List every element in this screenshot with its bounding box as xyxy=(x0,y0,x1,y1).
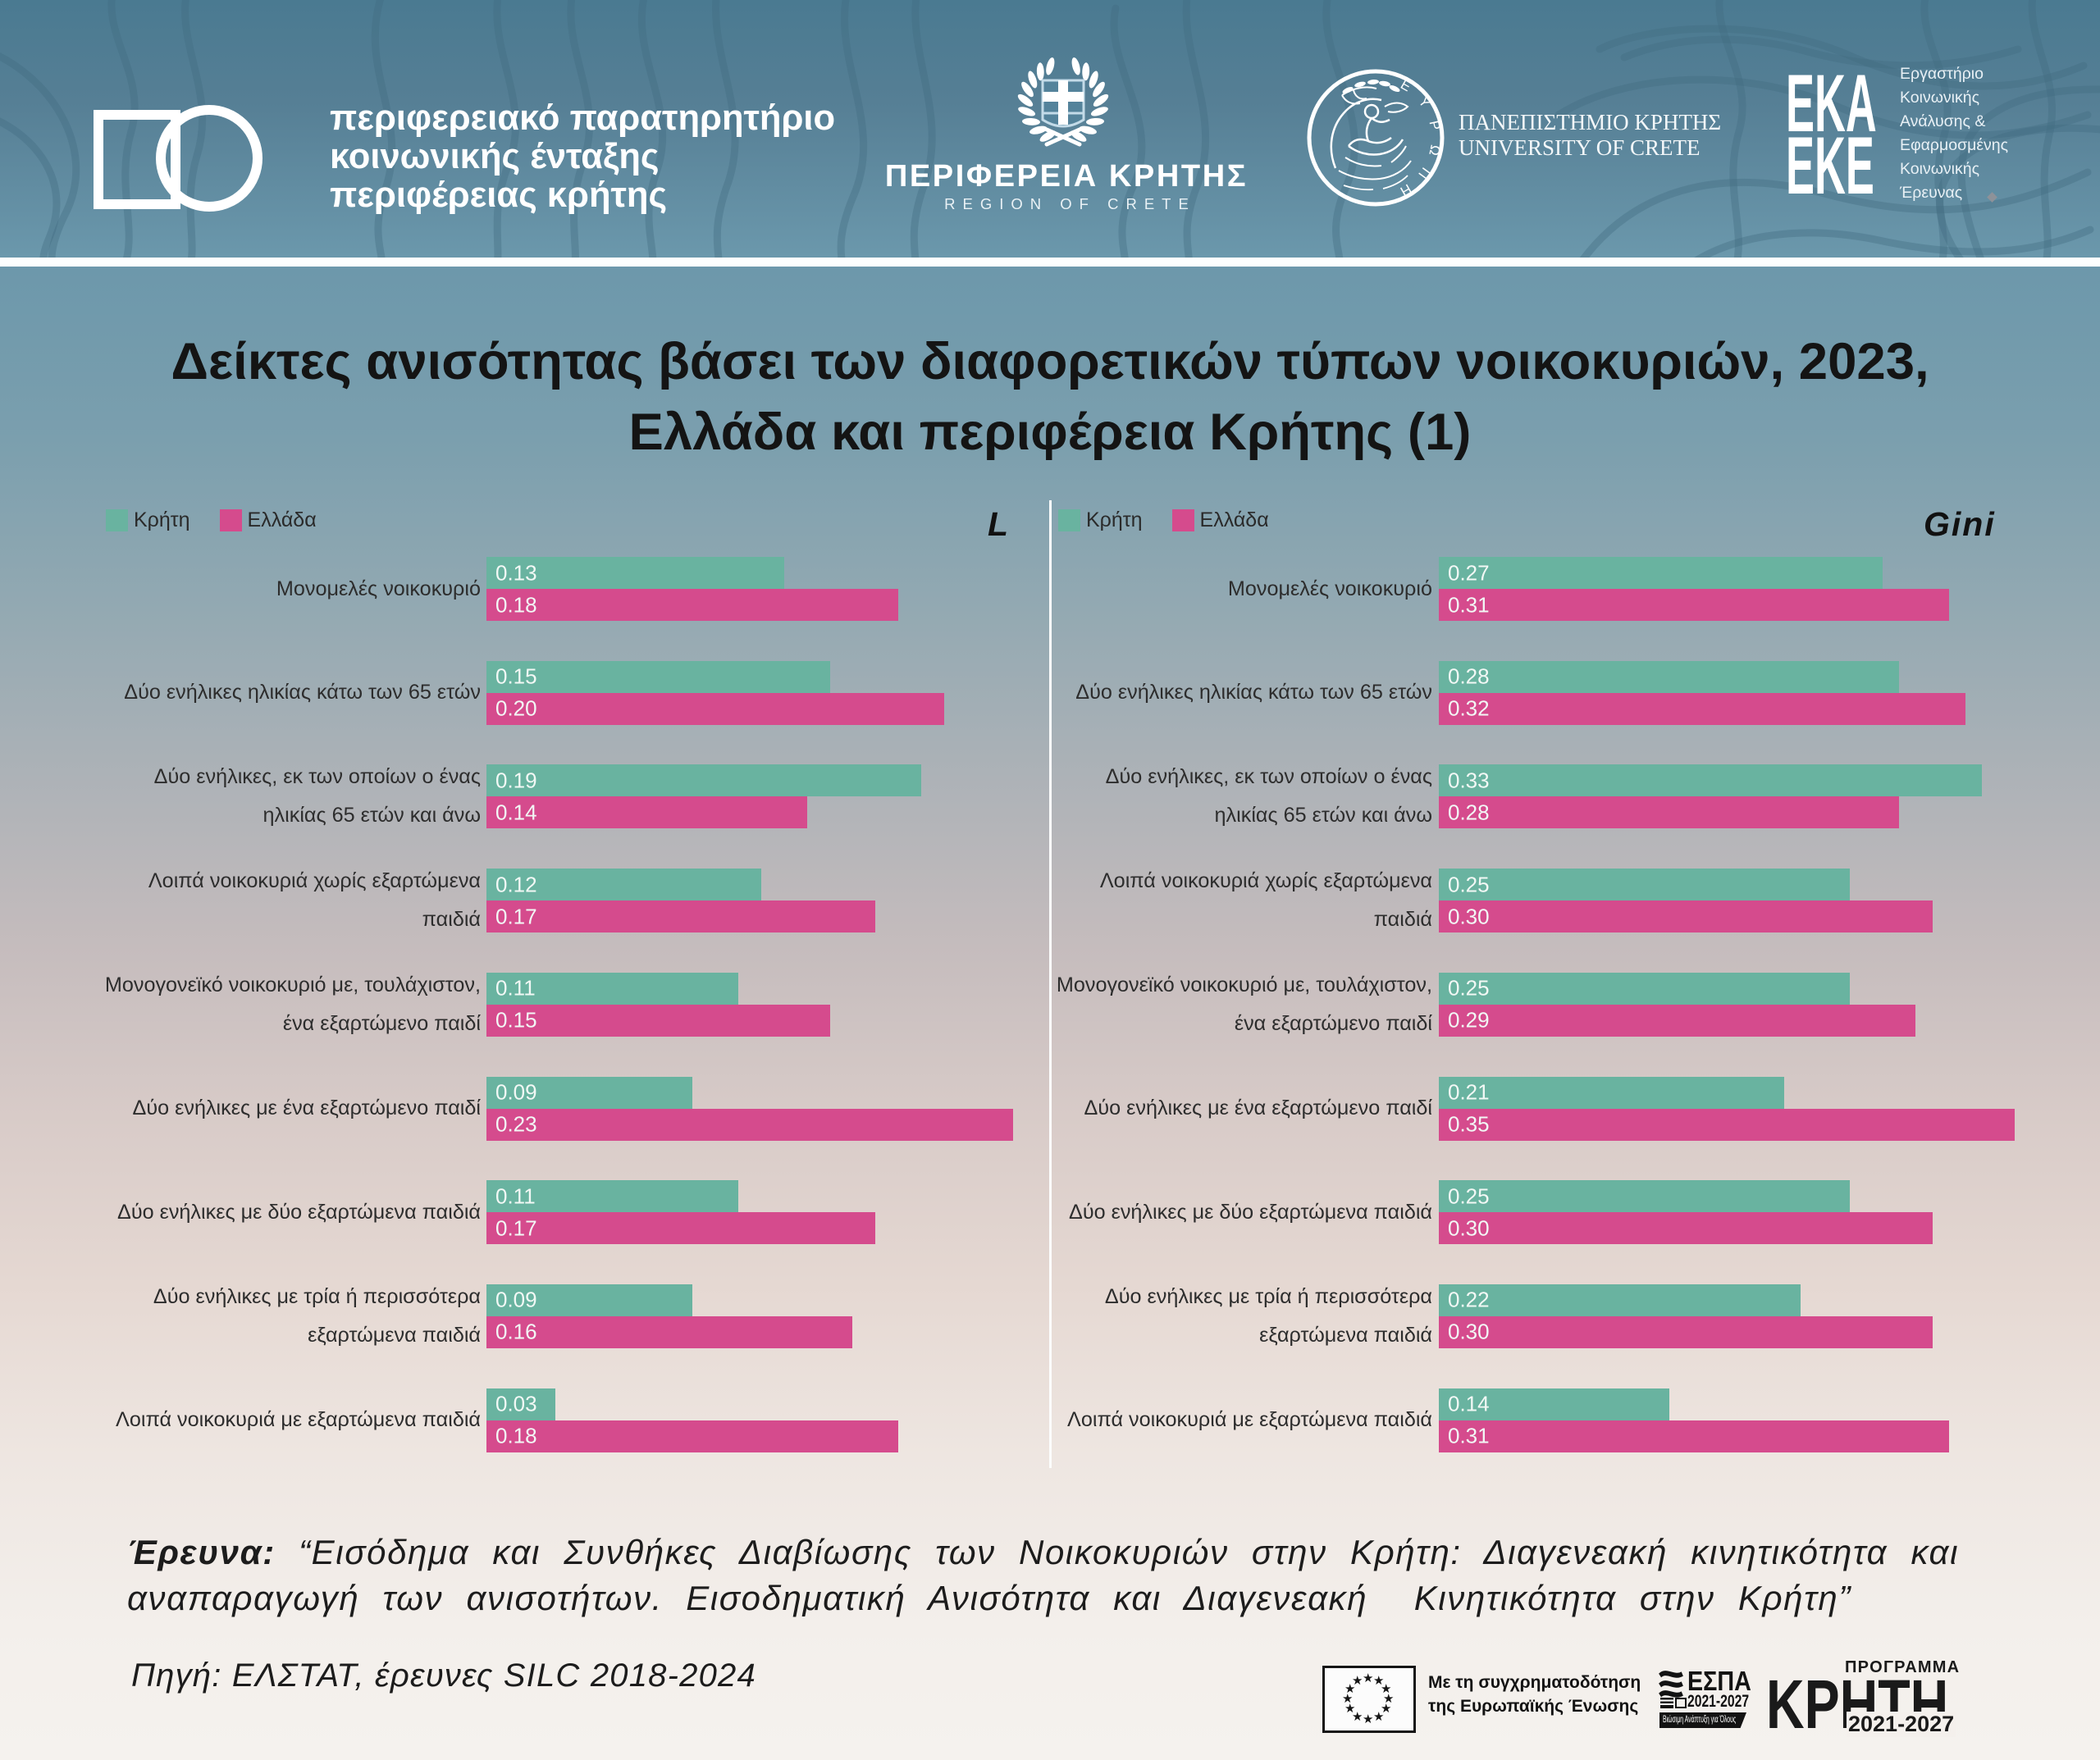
svg-text:Ε: Ε xyxy=(1398,76,1413,94)
svg-text:Ω: Ω xyxy=(1426,144,1443,157)
svg-text:Υ: Υ xyxy=(1415,94,1433,111)
svg-text:Ρ: Ρ xyxy=(1426,119,1443,131)
svg-text:Η: Η xyxy=(1398,180,1414,199)
svg-text:Π: Π xyxy=(1415,165,1434,182)
